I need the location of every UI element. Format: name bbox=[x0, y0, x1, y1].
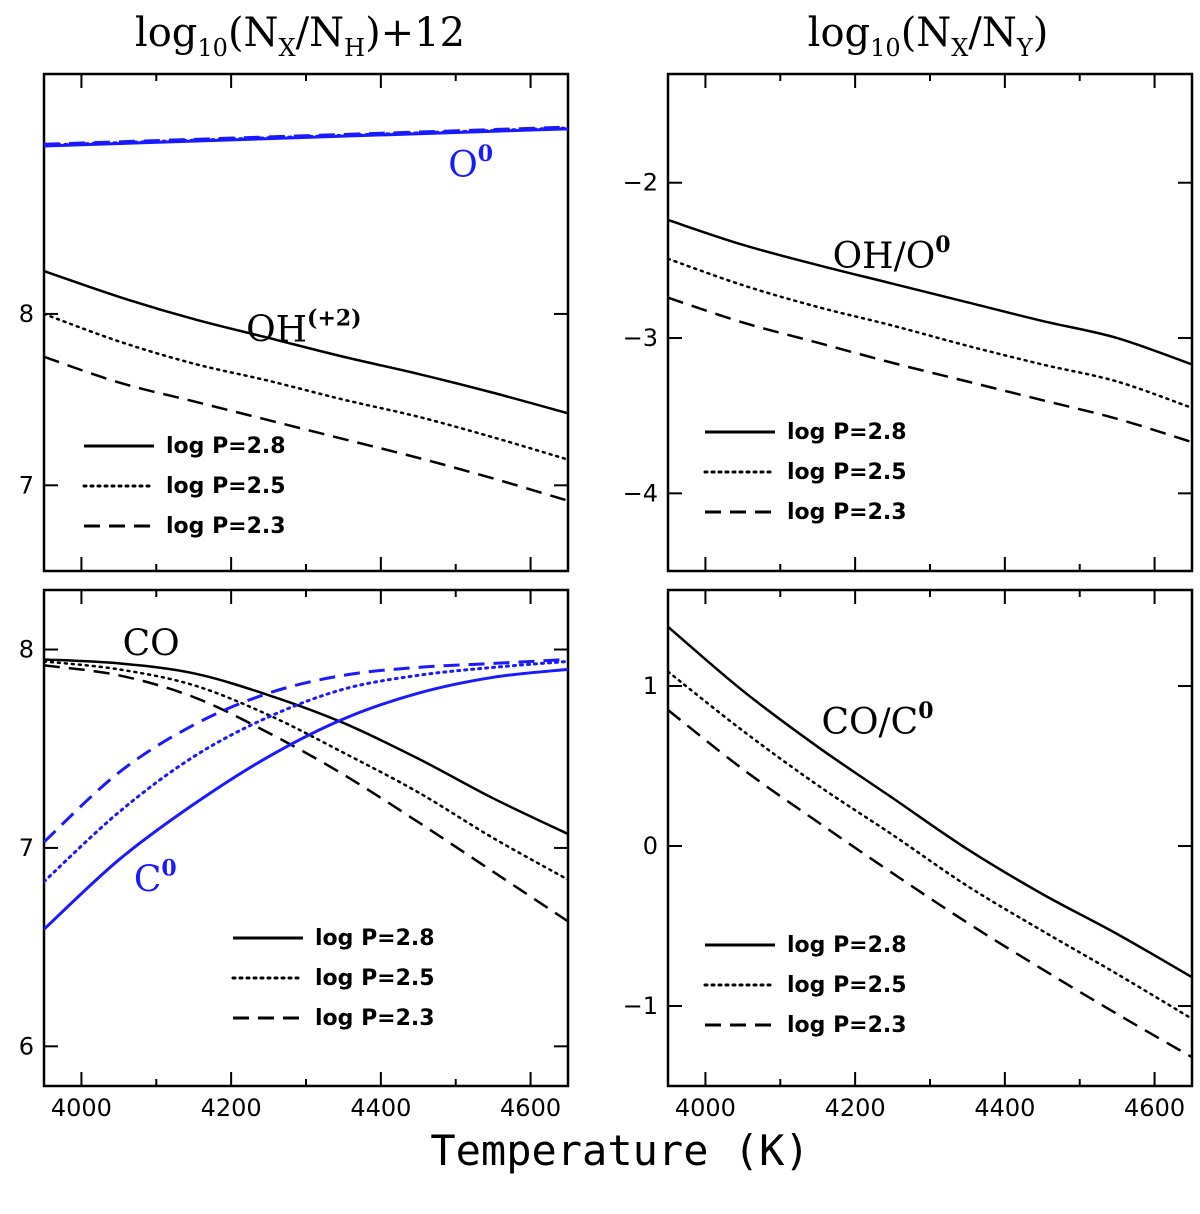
y-tick-label: −1 bbox=[623, 992, 658, 1020]
x-tick-label: 4000 bbox=[51, 1094, 112, 1122]
y-tick-label: −2 bbox=[623, 169, 658, 197]
x-tick-label: 4200 bbox=[201, 1094, 262, 1122]
legend-label: log P=2.3 bbox=[315, 1006, 435, 1031]
series-line-oh-o0-log-p-2-5 bbox=[668, 257, 1192, 410]
curve-annotation: CO bbox=[123, 623, 180, 664]
y-tick-label: −3 bbox=[623, 324, 658, 352]
y-tick-label: 8 bbox=[19, 636, 34, 664]
y-tick-label: 8 bbox=[19, 300, 34, 328]
y-tick-label: 0 bbox=[643, 832, 658, 860]
legend-label: log P=2.5 bbox=[315, 966, 435, 991]
legend-label: log P=2.5 bbox=[166, 474, 286, 499]
series-line-oh-log-p-2-8 bbox=[44, 269, 568, 415]
x-tick-label: 4200 bbox=[825, 1094, 886, 1122]
series-line-o0-log-p-2-3 bbox=[44, 125, 568, 146]
x-tick-label: 4600 bbox=[1124, 1094, 1185, 1122]
series-line-c0-log-p-2-5 bbox=[44, 659, 568, 884]
series-line-oh-o0-log-p-2-8 bbox=[668, 218, 1192, 366]
y-tick-label: 7 bbox=[19, 834, 34, 862]
y-tick-label: 6 bbox=[19, 1032, 34, 1060]
series-line-co-c0-log-p-2-8 bbox=[668, 625, 1192, 979]
curve-annotation: C0 bbox=[134, 856, 177, 901]
y-tick-label: 7 bbox=[19, 471, 34, 499]
series-line-oh-log-p-2-3 bbox=[44, 355, 568, 502]
x-tick-label: 4000 bbox=[675, 1094, 736, 1122]
y-tick-label: −4 bbox=[623, 479, 658, 507]
legend-label: log P=2.3 bbox=[787, 500, 907, 525]
left-column-title: log10(NX/NH)+12 bbox=[135, 10, 465, 62]
series-line-co-c0-log-p-2-3 bbox=[668, 709, 1192, 1059]
x-tick-label: 4400 bbox=[350, 1094, 411, 1122]
legend-label: log P=2.8 bbox=[787, 420, 907, 445]
series-group bbox=[44, 657, 568, 931]
curve-annotation: O0 bbox=[448, 141, 493, 186]
panel-top-left: 7 8 log P=2.8 log P=2.5 log P=2.3 O0 OH(+2) bbox=[19, 72, 570, 573]
x-tick-label: 4600 bbox=[500, 1094, 561, 1122]
series-line-c0-log-p-2-3 bbox=[44, 657, 568, 844]
legend-label: log P=2.5 bbox=[787, 973, 907, 998]
series-group bbox=[668, 625, 1192, 1059]
panel-bottom-right: 4000 4200 4400 4600 −1 0 1 log P=2.8 log P=2.5 lo… bbox=[623, 588, 1194, 1122]
legend-label: log P=2.8 bbox=[787, 933, 907, 958]
x-tick-label: 4400 bbox=[974, 1094, 1035, 1122]
series-group bbox=[44, 125, 568, 502]
curve-annotation: OH(+2) bbox=[246, 305, 361, 350]
legend-label: log P=2.5 bbox=[787, 460, 907, 485]
panel-top-right: −4 −3 −2 log P=2.8 log P=2.5 log P=2.3 OH/O0 bbox=[623, 72, 1194, 573]
curve-annotation: OH/O0 bbox=[833, 232, 951, 277]
series-group bbox=[668, 218, 1192, 444]
legend-label: log P=2.3 bbox=[166, 514, 286, 539]
series-line-c0-log-p-2-8 bbox=[44, 667, 568, 931]
y-tick-label: 1 bbox=[643, 672, 658, 700]
series-line-co-log-p-2-5 bbox=[44, 660, 568, 881]
legend-label: log P=2.8 bbox=[166, 434, 286, 459]
series-line-co-log-p-2-8 bbox=[44, 658, 568, 836]
legend-label: log P=2.3 bbox=[787, 1013, 907, 1038]
legend-label: log P=2.8 bbox=[315, 926, 435, 951]
right-column-title: log10(NX/NY) bbox=[808, 10, 1049, 62]
series-line-oh-o0-log-p-2-3 bbox=[668, 296, 1192, 444]
panel-bottom-left: 4000 4200 4400 4600 6 7 8 log P=2.8 log P=2.5 log… bbox=[19, 588, 570, 1122]
x-axis-label: Temperature (K) bbox=[430, 1126, 809, 1175]
series-line-co-c0-log-p-2-5 bbox=[668, 670, 1192, 1021]
series-line-oh-log-p-2-5 bbox=[44, 312, 568, 461]
series-line-co-log-p-2-3 bbox=[44, 664, 568, 923]
curve-annotation: CO/C0 bbox=[821, 698, 933, 743]
